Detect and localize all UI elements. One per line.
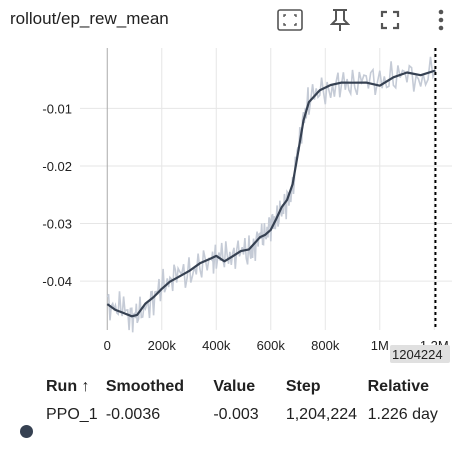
smoothed-series-line [106,69,436,318]
fullscreen-icon [380,10,400,30]
pin-icon [330,9,350,31]
x-tick-label: 600k [257,338,286,353]
run-smoothed: -0.0036 [105,406,161,423]
header-step[interactable]: Step [285,378,321,395]
x-tick-label: 400k [202,338,231,353]
fullscreen-button[interactable] [376,6,404,34]
header-smoothed[interactable]: Smoothed [105,378,185,395]
y-tick-label: -0.04 [42,274,72,289]
chart-title: rollout/ep_rew_mean [10,9,169,28]
header-value[interactable]: Value [213,378,256,395]
run-color-swatch [20,425,33,438]
header-run[interactable]: Run ↑ [46,378,90,395]
line-chart[interactable]: -0.01 -0.02 -0.03 -0.04 0 200k 400k 600k 800k 1M1… [0,40,467,362]
more-options-button[interactable] [427,6,455,34]
runs-table: Run ↑ Smoothed Value Step Relative PPO_1… [18,374,467,430]
more-vert-icon [438,9,444,31]
x-tick-label: 800k [311,338,340,353]
table-row: PPO_1 -0.0036 -0.003 1,204,224 1.226 day [18,400,467,430]
pin-button[interactable] [326,6,354,34]
x-tick-label: 200k [148,338,177,353]
raw-series-line [106,56,437,333]
x-tick-label: 1M [371,338,389,353]
runs-table-header: Run ↑ Smoothed Value Step Relative [18,374,467,400]
cursor-step-badge: 1204224 [390,345,450,363]
x-tick-label: 0 [104,338,111,353]
run-step: 1,204,224 [285,406,358,423]
y-tick-label: -0.02 [42,159,72,174]
header-relative[interactable]: Relative [367,378,429,395]
run-relative: 1.226 day [367,406,438,423]
y-tick-label: -0.03 [42,217,72,232]
fit-domain-icon [277,9,303,31]
run-value: -0.003 [213,406,259,423]
y-tick-label: -0.01 [42,101,72,116]
fit-domain-button[interactable] [276,6,304,34]
run-name: PPO_1 [46,406,98,423]
